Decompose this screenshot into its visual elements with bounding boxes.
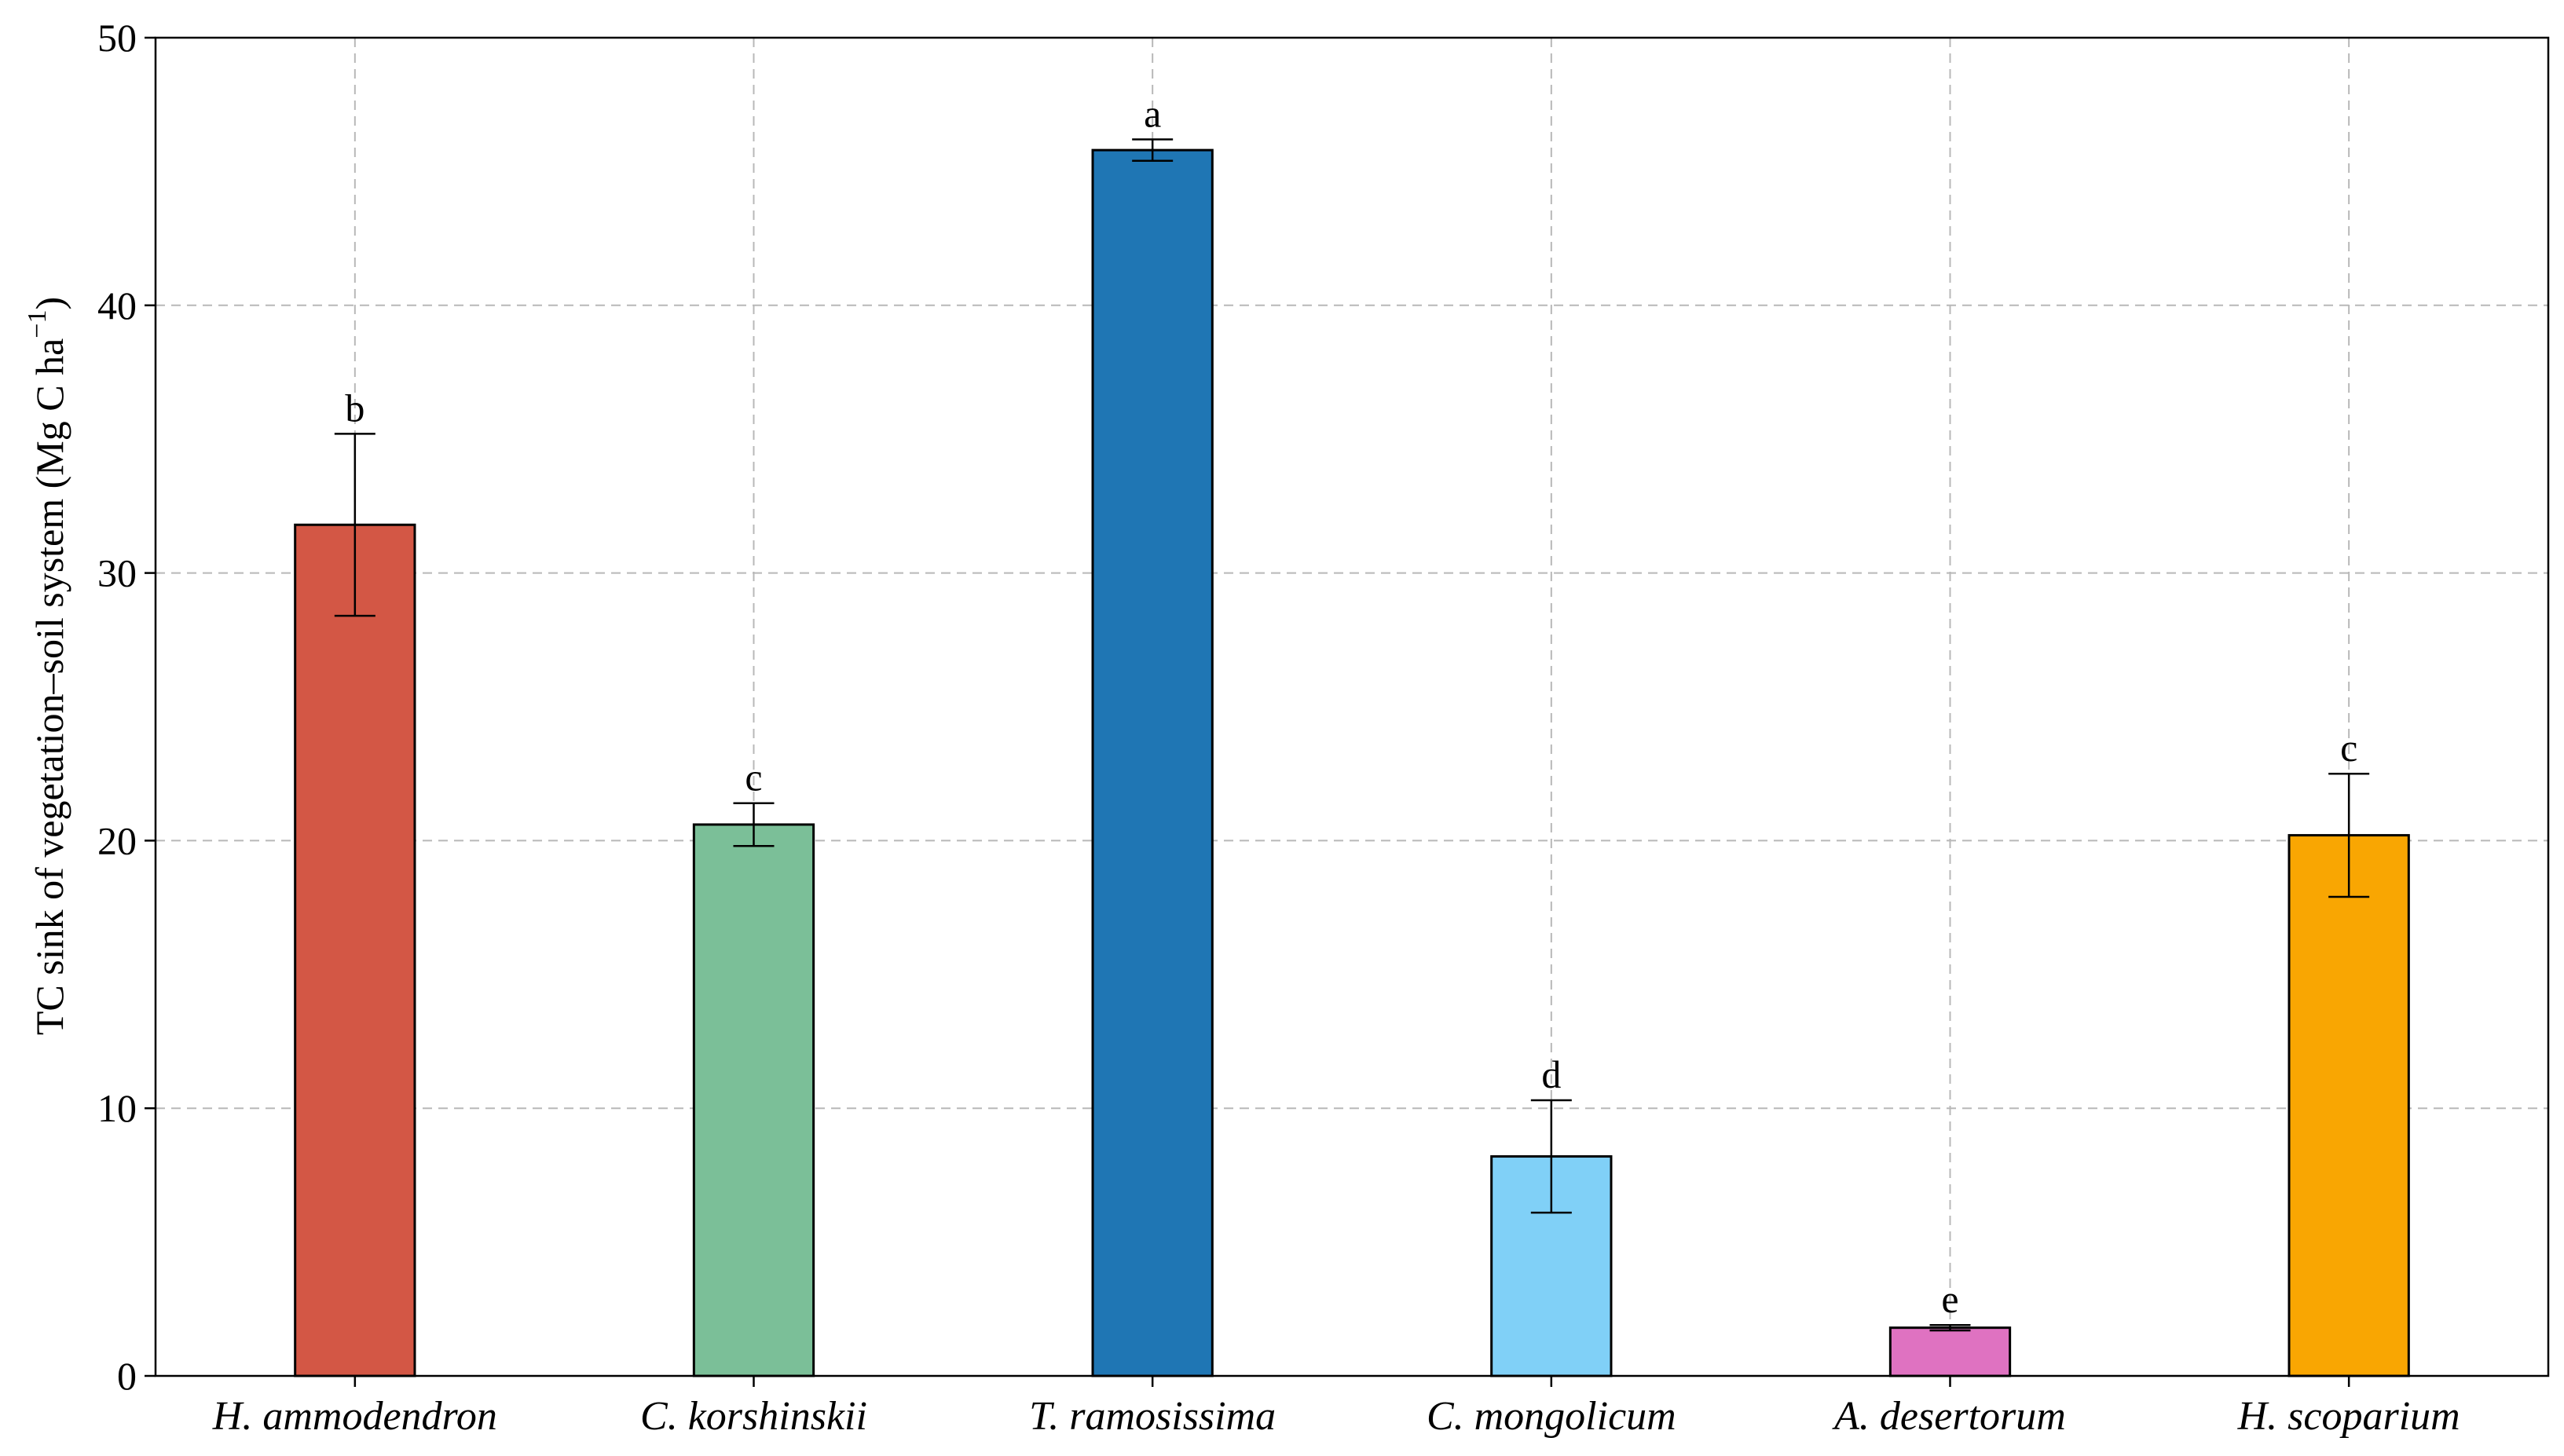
- y-tick-label: 50: [97, 16, 137, 60]
- bar: [1091, 148, 1214, 1377]
- significance-letter: d: [1541, 1052, 1561, 1096]
- y-axis-label: TC sink of vegetation–soil system (Mg C …: [23, 297, 71, 1035]
- significance-letter: a: [1144, 92, 1161, 136]
- x-tick-label: A. desertorum: [1832, 1394, 2066, 1439]
- y-tick-label: 0: [117, 1354, 137, 1398]
- y-tick-label: 30: [97, 551, 137, 595]
- x-tick-label: T. ramosissima: [1029, 1394, 1276, 1439]
- axes: 0 10 20 30 40 50 H. ammodendron C. korshinskii T…: [97, 16, 2460, 1439]
- y-axis-label-close: ): [27, 297, 71, 310]
- bar: [692, 823, 815, 1377]
- x-tick-label: C. korshinskii: [640, 1394, 867, 1439]
- x-tick-label: H. ammodendron: [212, 1394, 497, 1439]
- y-axis-label-text: TC sink of vegetation–soil system (Mg C …: [27, 338, 71, 1035]
- bar: [294, 523, 416, 1377]
- significance-letter: c: [745, 755, 762, 799]
- y-tick-label: 10: [97, 1086, 137, 1130]
- bar: [2287, 834, 2410, 1377]
- bars: b c a d e c: [294, 92, 2410, 1377]
- grid-lines: [156, 38, 2548, 1376]
- bar: [1888, 1326, 2012, 1377]
- y-tick-label: 40: [97, 284, 137, 327]
- x-tick-label: C. mongolicum: [1427, 1394, 1676, 1439]
- significance-letter: e: [1941, 1277, 1958, 1321]
- y-tick-label: 20: [97, 818, 137, 862]
- significance-letter: c: [2340, 726, 2357, 770]
- x-tick-label: H. scoparium: [2237, 1394, 2460, 1439]
- significance-letter: b: [345, 386, 364, 430]
- plot-frame: [154, 36, 2550, 1377]
- y-axis-label-exponent: −1: [23, 310, 52, 338]
